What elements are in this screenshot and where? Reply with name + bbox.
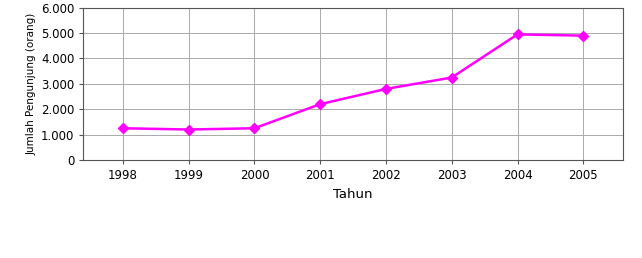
Y-axis label: Jumlah Pengunjung (orang): Jumlah Pengunjung (orang) — [27, 13, 37, 155]
Legend: Pengunjung: Pengunjung — [293, 254, 413, 258]
X-axis label: Tahun: Tahun — [333, 188, 373, 200]
